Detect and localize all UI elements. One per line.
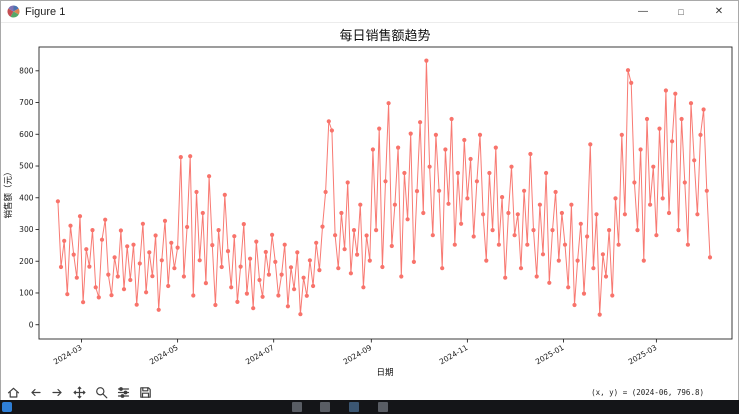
figure-area: 每日销售额趋势 日期 销售额（元） 0 100 200 300 400 500 600 700… [1,23,738,383]
svg-text:2025-01: 2025-01 [534,343,566,367]
pan-icon[interactable] [72,385,87,400]
window-title: Figure 1 [25,5,66,18]
figure-canvas[interactable]: 每日销售额趋势 日期 销售额（元） 0 100 200 300 400 500 600 700… [1,23,739,383]
windows-taskbar[interactable] [0,400,739,414]
taskbar-start-app-icon[interactable] [2,402,12,412]
svg-text:2024-05: 2024-05 [148,343,180,367]
cursor-position-status: (x, y) = (2024-06, 796.8) [591,388,704,397]
svg-text:2024-03: 2024-03 [52,343,84,367]
y-axis-label: 销售额（元） [3,167,14,218]
chart-title: 每日销售额趋势 [339,28,430,44]
home-icon[interactable] [6,385,21,400]
svg-text:0: 0 [29,320,34,329]
svg-text:500: 500 [19,162,34,171]
taskbar-pinned-app-icon[interactable] [378,402,388,412]
x-axis-label: 日期 [376,368,393,378]
svg-text:700: 700 [19,98,34,107]
svg-text:2024-11: 2024-11 [438,343,470,367]
forward-icon[interactable] [50,385,65,400]
taskbar-pinned-app-icon[interactable] [292,402,302,412]
svg-text:400: 400 [19,193,34,202]
svg-text:200: 200 [19,257,34,266]
matplotlib-logo-icon [7,5,20,18]
save-icon[interactable] [138,385,153,400]
taskbar-pinned-app-icon[interactable] [320,402,330,412]
plot-frame [38,46,733,340]
svg-text:600: 600 [19,130,34,139]
svg-text:800: 800 [19,66,34,75]
maximize-button[interactable]: □ [678,6,684,17]
close-button[interactable]: ✕ [714,6,724,17]
svg-text:2024-07: 2024-07 [244,343,276,367]
svg-text:2025-03: 2025-03 [627,343,659,367]
figure-window: Figure 1 — □ ✕ 每日销售额趋势 日期 销售额（元） 0 100 200… [0,0,739,402]
navigation-toolbar: (x, y) = (2024-06, 796.8) [1,383,738,402]
svg-text:2024-09: 2024-09 [342,343,374,367]
svg-text:300: 300 [19,225,34,234]
sales-series [55,58,713,317]
taskbar-pinned-app-icon[interactable] [349,402,359,412]
zoom-icon[interactable] [94,385,109,400]
title-bar[interactable]: Figure 1 — □ ✕ [1,1,738,23]
back-icon[interactable] [28,385,43,400]
configure-subplots-icon[interactable] [116,385,131,400]
svg-text:100: 100 [19,289,34,298]
minimize-button[interactable]: — [638,6,648,17]
